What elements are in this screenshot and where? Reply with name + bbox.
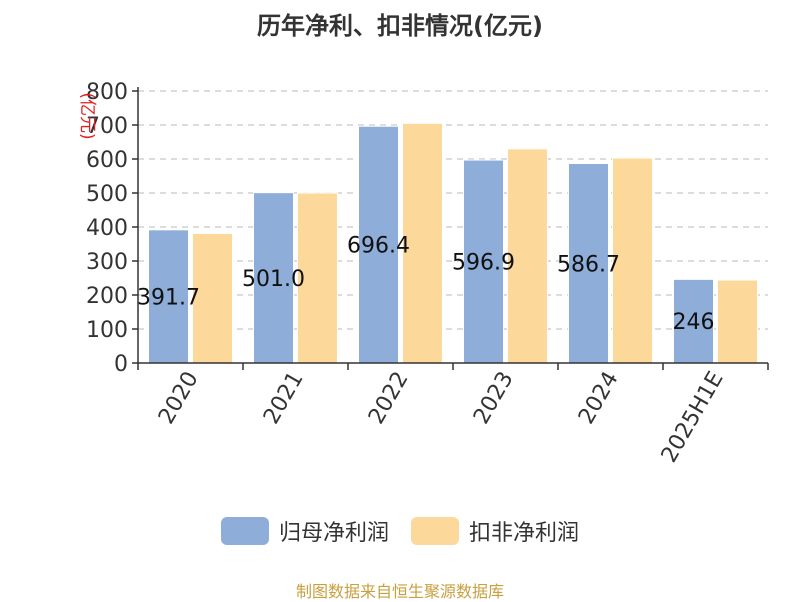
y-tick-label: 600 xyxy=(86,148,128,173)
x-tick-label-2021: 2021 xyxy=(259,368,309,429)
bar-2024-series-1 xyxy=(568,163,609,364)
bar-2024-series-2 xyxy=(612,157,653,364)
y-tick-label: 500 xyxy=(86,182,128,207)
bar-2021-series-1 xyxy=(253,192,294,364)
y-tick-label: 700 xyxy=(86,114,128,139)
x-tick-label-2020: 2020 xyxy=(154,368,204,429)
data-label-2023: 596.9 xyxy=(452,251,515,276)
legend-item-series-2[interactable]: 扣非净利润 xyxy=(411,515,579,547)
legend-item-series-1[interactable]: 归母净利润 xyxy=(220,515,389,547)
bar-2020-series-1 xyxy=(148,229,189,364)
bar-2025H1E-series-2 xyxy=(717,279,758,364)
legend-swatch-series-1 xyxy=(220,517,269,545)
x-tick-label-2023: 2023 xyxy=(469,368,519,429)
data-label-2021: 501.0 xyxy=(242,267,305,292)
bar-2020-series-2 xyxy=(192,232,233,364)
data-labels: 391.7 501.0 696.4 596.9 586.7 246 xyxy=(137,234,714,336)
bar-2023-series-1 xyxy=(463,159,504,364)
bar-2025H1E-series-1 xyxy=(673,278,714,364)
bar-2022-series-1 xyxy=(358,125,399,364)
y-tick-label: 0 xyxy=(114,352,128,377)
source-note: 制图数据来自恒生聚源数据库 xyxy=(295,582,504,601)
legend-label-series-1: 归母净利润 xyxy=(278,521,389,546)
y-tick-label: 300 xyxy=(86,250,128,275)
y-tick-label: 800 xyxy=(86,80,128,105)
x-tick-label-2022: 2022 xyxy=(364,368,414,429)
grid-lines xyxy=(138,90,768,330)
data-label-2022: 696.4 xyxy=(347,234,410,259)
legend: 归母净利润 扣非净利润 xyxy=(0,515,800,547)
data-label-2024: 586.7 xyxy=(557,252,620,277)
bar-2022-series-2 xyxy=(402,122,443,364)
legend-swatch-series-2 xyxy=(411,517,459,545)
chart-title: 历年净利、扣非情况(亿元) xyxy=(257,12,543,40)
data-label-2025H1E: 246 xyxy=(673,310,715,335)
bar-2023-series-2 xyxy=(507,148,548,364)
y-axis-title: (亿元) xyxy=(77,92,97,139)
data-label-2020: 391.7 xyxy=(137,285,200,310)
x-tick-label-2025H1E: 2025H1E xyxy=(657,368,729,467)
legend-label-series-2: 扣非净利润 xyxy=(469,521,580,546)
y-tick-label: 400 xyxy=(86,216,128,241)
y-tick-label: 200 xyxy=(86,284,128,309)
x-tick-label-2024: 2024 xyxy=(574,368,624,429)
y-tick-label: 100 xyxy=(86,318,128,343)
